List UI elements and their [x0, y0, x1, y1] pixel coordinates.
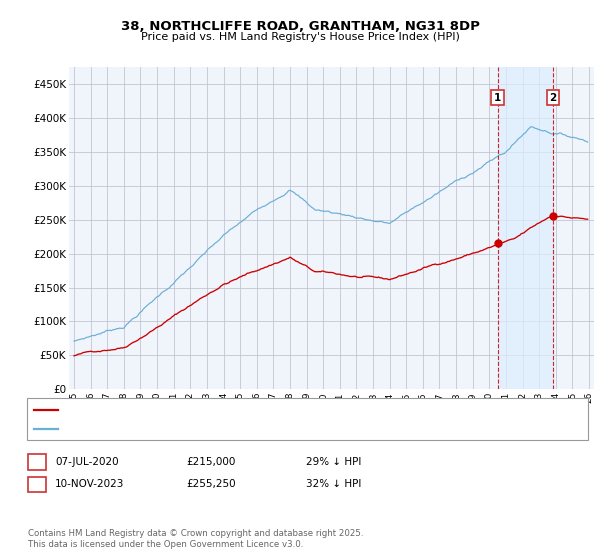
- Text: 1: 1: [33, 457, 40, 467]
- Text: 2: 2: [550, 93, 557, 102]
- Text: 38, NORTHCLIFFE ROAD, GRANTHAM, NG31 8DP: 38, NORTHCLIFFE ROAD, GRANTHAM, NG31 8DP: [121, 20, 479, 32]
- Text: 10-NOV-2023: 10-NOV-2023: [55, 479, 125, 489]
- Text: 38, NORTHCLIFFE ROAD, GRANTHAM, NG31 8DP (detached house): 38, NORTHCLIFFE ROAD, GRANTHAM, NG31 8DP…: [63, 405, 388, 415]
- Text: Price paid vs. HM Land Registry's House Price Index (HPI): Price paid vs. HM Land Registry's House …: [140, 32, 460, 43]
- Bar: [497, 67, 553, 389]
- Text: £215,000: £215,000: [186, 457, 235, 467]
- Text: HPI: Average price, detached house, South Kesteven: HPI: Average price, detached house, Sout…: [63, 424, 320, 434]
- Text: 2: 2: [33, 479, 40, 489]
- Text: £255,250: £255,250: [186, 479, 236, 489]
- Text: 1: 1: [494, 93, 501, 102]
- Text: Contains HM Land Registry data © Crown copyright and database right 2025.
This d: Contains HM Land Registry data © Crown c…: [28, 529, 363, 549]
- Text: 07-JUL-2020: 07-JUL-2020: [55, 457, 119, 467]
- Text: 32% ↓ HPI: 32% ↓ HPI: [306, 479, 361, 489]
- Text: 29% ↓ HPI: 29% ↓ HPI: [306, 457, 361, 467]
